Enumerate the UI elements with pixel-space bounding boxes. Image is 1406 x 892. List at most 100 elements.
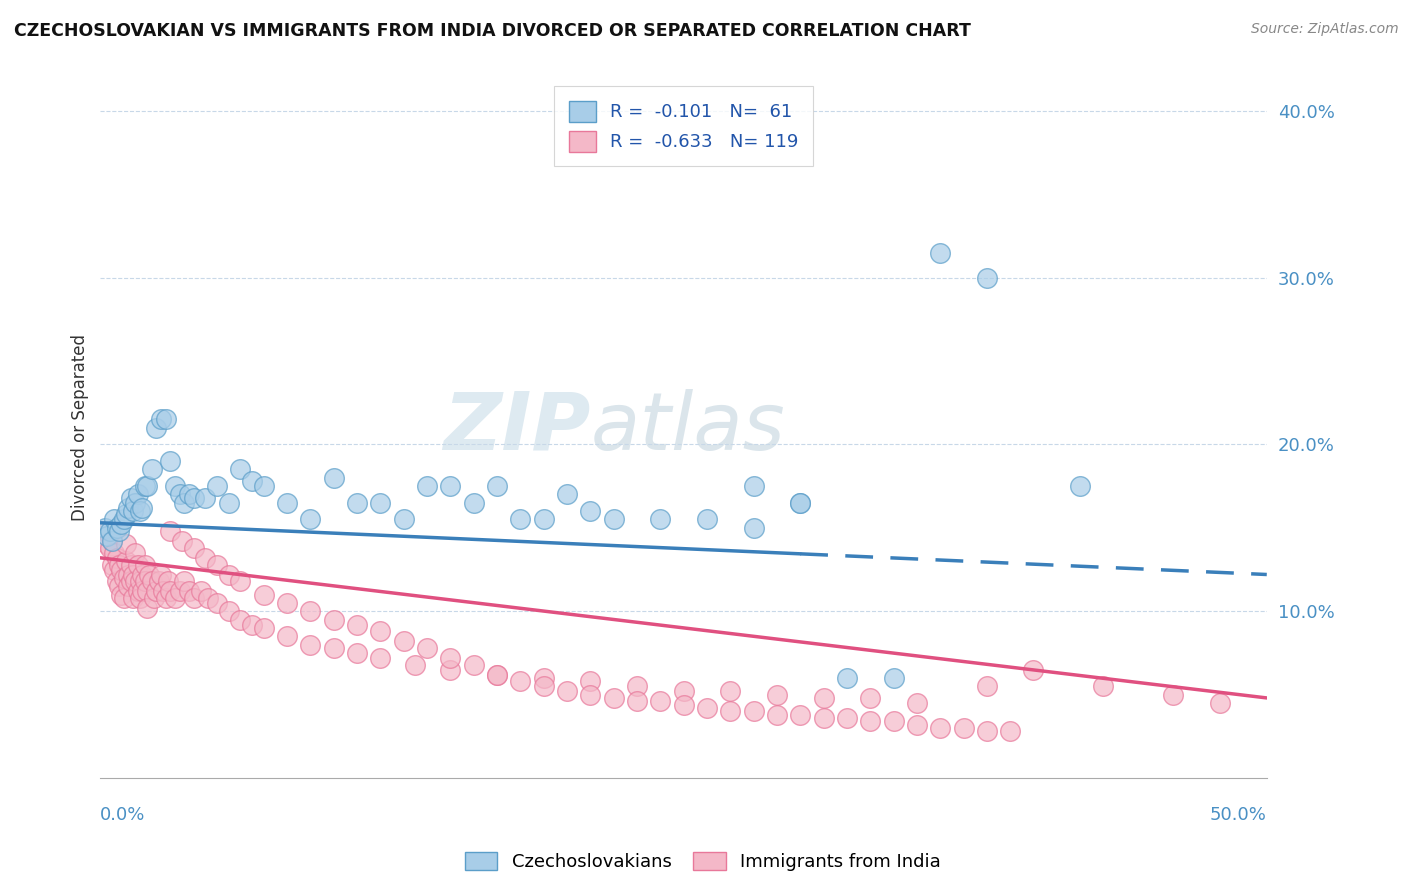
Point — [177, 584, 200, 599]
Point — [136, 479, 159, 493]
Point — [122, 567, 145, 582]
Point — [835, 671, 858, 685]
Point — [976, 724, 998, 739]
Point — [148, 574, 170, 589]
Point — [240, 617, 263, 632]
Text: Source: ZipAtlas.com: Source: ZipAtlas.com — [1251, 22, 1399, 37]
Point — [159, 524, 181, 538]
Point — [1069, 479, 1091, 493]
Point — [1209, 696, 1232, 710]
Point — [169, 584, 191, 599]
Point — [117, 500, 139, 515]
Point — [134, 558, 156, 572]
Point — [859, 690, 882, 705]
Point — [905, 717, 928, 731]
Point — [131, 500, 153, 515]
Point — [177, 487, 200, 501]
Point — [183, 541, 205, 555]
Point — [346, 646, 368, 660]
Point — [101, 534, 124, 549]
Point — [579, 504, 602, 518]
Point — [533, 679, 555, 693]
Point — [150, 412, 173, 426]
Point — [94, 521, 117, 535]
Point — [218, 604, 240, 618]
Point — [346, 617, 368, 632]
Point — [117, 579, 139, 593]
Point — [742, 479, 765, 493]
Point — [103, 562, 125, 576]
Point — [145, 421, 167, 435]
Point — [152, 584, 174, 599]
Point — [509, 512, 531, 526]
Point — [602, 512, 624, 526]
Point — [485, 667, 508, 681]
Point — [533, 512, 555, 526]
Point — [766, 688, 789, 702]
Point — [976, 270, 998, 285]
Point — [98, 524, 121, 538]
Point — [555, 487, 578, 501]
Point — [163, 479, 186, 493]
Point — [134, 574, 156, 589]
Point — [205, 558, 228, 572]
Point — [105, 521, 128, 535]
Point — [129, 574, 152, 589]
Point — [136, 584, 159, 599]
Point — [105, 574, 128, 589]
Point — [108, 558, 131, 572]
Legend: Czechoslovakians, Immigrants from India: Czechoslovakians, Immigrants from India — [458, 845, 948, 879]
Point — [696, 512, 718, 526]
Point — [96, 529, 118, 543]
Point — [650, 512, 672, 526]
Point — [173, 496, 195, 510]
Point — [103, 546, 125, 560]
Point — [392, 512, 415, 526]
Point — [626, 679, 648, 693]
Text: CZECHOSLOVAKIAN VS IMMIGRANTS FROM INDIA DIVORCED OR SEPARATED CORRELATION CHART: CZECHOSLOVAKIAN VS IMMIGRANTS FROM INDIA… — [14, 22, 972, 40]
Point — [1163, 688, 1185, 702]
Point — [127, 584, 149, 599]
Point — [127, 487, 149, 501]
Point — [276, 596, 298, 610]
Point — [112, 512, 135, 526]
Point — [169, 487, 191, 501]
Text: 50.0%: 50.0% — [1211, 806, 1267, 824]
Point — [905, 696, 928, 710]
Point — [299, 512, 322, 526]
Point — [952, 721, 974, 735]
Point — [439, 663, 461, 677]
Point — [883, 671, 905, 685]
Point — [789, 496, 811, 510]
Point — [122, 591, 145, 605]
Point — [115, 508, 138, 522]
Point — [101, 534, 124, 549]
Point — [218, 567, 240, 582]
Point — [94, 524, 117, 538]
Point — [368, 496, 391, 510]
Point — [101, 558, 124, 572]
Point — [696, 701, 718, 715]
Legend: R =  -0.101   N=  61, R =  -0.633   N= 119: R = -0.101 N= 61, R = -0.633 N= 119 — [554, 87, 813, 166]
Point — [789, 496, 811, 510]
Point — [579, 688, 602, 702]
Point — [98, 541, 121, 555]
Point — [229, 574, 252, 589]
Point — [115, 537, 138, 551]
Point — [136, 600, 159, 615]
Point — [626, 694, 648, 708]
Point — [155, 412, 177, 426]
Point — [485, 479, 508, 493]
Point — [155, 591, 177, 605]
Point — [883, 714, 905, 729]
Point — [120, 558, 142, 572]
Point — [205, 596, 228, 610]
Point — [110, 562, 132, 576]
Point — [650, 694, 672, 708]
Point — [322, 613, 344, 627]
Point — [253, 479, 276, 493]
Point — [150, 567, 173, 582]
Point — [485, 667, 508, 681]
Point — [299, 638, 322, 652]
Point — [742, 521, 765, 535]
